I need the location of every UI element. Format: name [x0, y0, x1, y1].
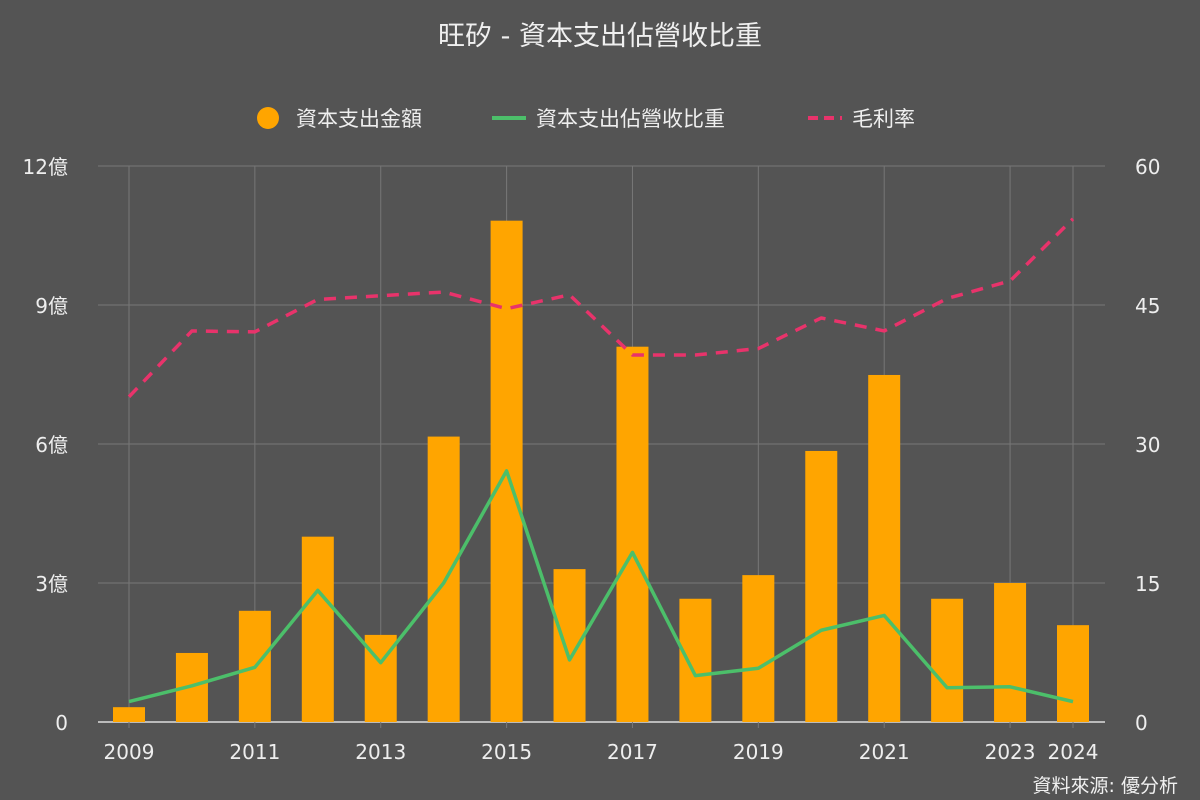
bar-2024: [1057, 625, 1089, 722]
right-tick-label: 15: [1135, 572, 1160, 596]
right-tick-label: 0: [1135, 711, 1148, 735]
left-tick-label: 3億: [35, 572, 68, 596]
legend-label-margin: 毛利率: [852, 107, 915, 131]
bar-2019: [742, 575, 775, 722]
x-tick-label: 2023: [985, 740, 1036, 764]
left-tick-label: 9億: [35, 294, 68, 318]
x-tick-label: 2011: [229, 740, 280, 764]
x-tick-label: 2024: [1048, 740, 1099, 764]
right-tick-label: 60: [1135, 155, 1160, 179]
x-tick-label: 2021: [859, 740, 910, 764]
x-tick-label: 2019: [733, 740, 784, 764]
left-tick-label: 0: [55, 711, 68, 735]
bar-2016: [553, 569, 586, 722]
bar-2021: [868, 374, 901, 722]
bar-2020: [805, 450, 838, 722]
x-tick-label: 2013: [355, 740, 406, 764]
bar-2014: [427, 436, 460, 722]
x-tick-label: 2015: [481, 740, 532, 764]
legend-label-ratio: 資本支出佔營收比重: [536, 107, 725, 131]
x-tick-label: 2017: [607, 740, 658, 764]
bar-2022: [931, 598, 964, 722]
legend-marker-capex: [257, 107, 279, 129]
bar-2023: [994, 583, 1027, 722]
bar-2018: [679, 598, 712, 722]
right-tick-label: 30: [1135, 433, 1160, 457]
x-tick-label: 2009: [104, 740, 155, 764]
gross-margin-line: [127, 217, 1075, 398]
chart-title: 旺矽 - 資本支出佔營收比重: [438, 21, 762, 52]
source-note: 資料來源: 優分析: [1032, 775, 1178, 797]
legend-label-capex: 資本支出金額: [296, 107, 422, 131]
capex-ratio-line: [128, 469, 1074, 704]
bar-2009: [113, 707, 145, 722]
right-tick-label: 45: [1135, 294, 1160, 318]
bar-2017: [616, 346, 649, 722]
left-tick-label: 12億: [23, 155, 68, 179]
bar-2012: [301, 536, 334, 722]
left-tick-label: 6億: [35, 433, 68, 457]
